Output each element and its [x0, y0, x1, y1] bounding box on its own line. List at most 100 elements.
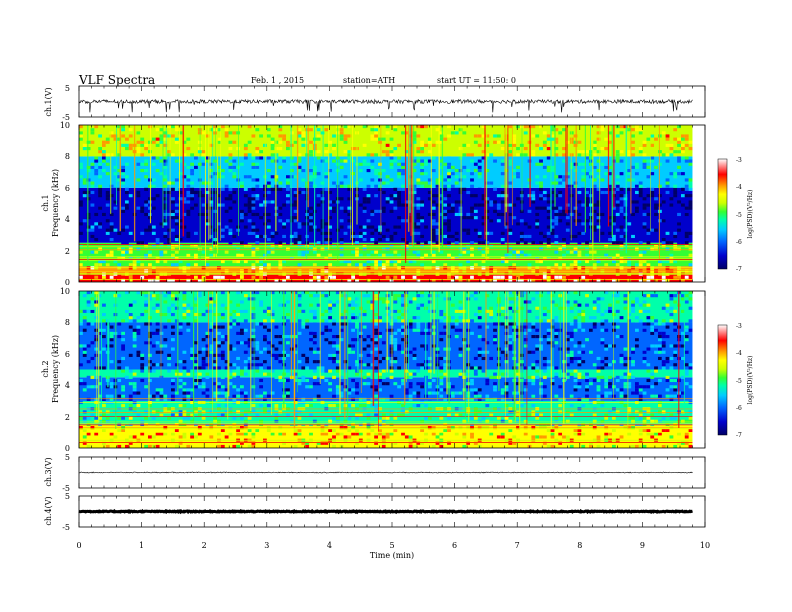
spectrogram-cell: [125, 200, 129, 204]
spectrogram-cell: [420, 172, 425, 176]
spectrogram-cell: [447, 247, 451, 251]
spectrogram-cell: [224, 372, 229, 376]
spectrogram-cell: [565, 125, 570, 129]
spectrogram-cell: [416, 382, 421, 386]
spectrogram-cell: [389, 413, 394, 417]
spectrogram-cell: [470, 435, 474, 439]
spectrogram-cell: [565, 216, 570, 220]
spectrogram-cell: [485, 181, 490, 185]
spectrogram-cell: [546, 156, 551, 160]
spectrogram-cell: [174, 350, 179, 354]
spectrogram-cell: [378, 140, 382, 144]
spectrogram-cell: [408, 247, 413, 251]
spectrogram-cell: [378, 162, 382, 166]
spectrogram-cell: [94, 172, 99, 176]
spectrogram-cell: [646, 260, 651, 264]
spectrogram-cell: [554, 134, 559, 138]
spectrogram-cell: [397, 147, 402, 151]
spectrogram-cell: [362, 159, 367, 163]
spectrogram-cell: [493, 187, 497, 191]
spectrogram-cell: [117, 137, 122, 141]
spectrogram-cell: [523, 253, 528, 257]
spectrogram-cell: [592, 228, 597, 232]
spectrogram-cell: [163, 234, 168, 239]
spectrogram-cell: [343, 388, 348, 392]
spectrogram-cell: [339, 385, 344, 389]
spectrogram-cell: [163, 388, 168, 392]
spectrogram-cell: [274, 335, 279, 339]
spectrogram-cell: [266, 194, 271, 198]
spectrogram-cell: [194, 190, 198, 195]
spectrogram-cell: [389, 194, 394, 198]
spectrogram-cell: [408, 429, 413, 433]
spectrogram-cell: [481, 222, 486, 226]
spectrogram-cell: [443, 313, 448, 317]
spectrogram-cell: [355, 363, 359, 367]
spectrogram-cell: [98, 410, 103, 414]
spectrogram-cell: [374, 375, 379, 379]
spectrogram-cell: [201, 410, 206, 414]
spectrogram-cell: [473, 291, 478, 295]
spectrogram-cell: [631, 134, 635, 138]
spectrogram-cell: [389, 278, 394, 283]
spectrogram-cell: [117, 231, 122, 235]
spectrogram-cell: [140, 410, 145, 414]
spectrogram-cell: [358, 422, 363, 427]
spectrogram-cell: [194, 291, 198, 295]
spectrogram-cell: [297, 241, 302, 245]
spectrogram-cell: [217, 331, 221, 335]
spectrogram-cell: [266, 410, 271, 414]
spectrogram-cell: [439, 338, 444, 342]
spectrogram-cell: [500, 181, 505, 185]
spectrogram-cell: [79, 125, 83, 129]
spectrogram-cell: [247, 219, 252, 223]
spectrogram-cell: [90, 228, 95, 232]
spectrogram-cell: [174, 209, 179, 213]
spectrogram-cell: [312, 247, 317, 251]
spectrogram-cell: [209, 360, 214, 364]
spectrogram-cell: [301, 366, 306, 370]
spectrogram-cell: [125, 366, 129, 370]
spectrogram-cell: [401, 172, 405, 176]
spectrogram-cell: [332, 353, 336, 357]
spectrogram-cell: [140, 131, 145, 135]
spectrogram-cell: [519, 250, 524, 254]
spectrogram-cell: [673, 275, 678, 279]
spectrogram-cell: [113, 187, 118, 191]
spectrogram-cell: [366, 344, 371, 348]
spectrogram-cell: [443, 209, 448, 213]
spectrogram-cell: [677, 159, 681, 163]
spectrogram-cell: [489, 203, 494, 207]
spectrogram-cell: [439, 341, 444, 345]
spectrogram-cell: [293, 344, 298, 348]
spectrogram-cell: [79, 162, 83, 166]
spectrogram-cell: [519, 272, 524, 276]
spectrogram-cell: [416, 150, 421, 154]
spectrogram-cell: [220, 125, 225, 129]
spectrogram-cell: [163, 413, 168, 417]
spectrogram-cell: [163, 313, 168, 317]
spectrogram-cell: [389, 335, 394, 339]
spectrogram-cell: [174, 263, 179, 267]
spectrogram-cell: [171, 278, 175, 283]
spectrogram-cell: [289, 175, 294, 179]
spectrogram-cell: [86, 147, 91, 151]
spectrogram-cell: [500, 200, 505, 204]
spectrogram-cell: [370, 331, 375, 335]
ch1-cb-tick-minus7: -7: [736, 266, 742, 273]
spectrogram-cell: [128, 197, 133, 201]
spectrogram-cell: [481, 278, 486, 283]
spectrogram-cell: [297, 134, 302, 138]
spectrogram-cell: [466, 153, 471, 157]
spectrogram-cell: [420, 216, 425, 220]
spectrogram-cell: [477, 187, 482, 191]
spectrogram-cell: [293, 190, 298, 195]
spectrogram-cell: [128, 441, 133, 445]
spectrogram-cell: [500, 372, 505, 376]
spectrogram-cell: [385, 432, 390, 436]
spectrogram-cell: [240, 341, 244, 345]
spectrogram-cell: [217, 385, 221, 389]
spectrogram-cell: [619, 150, 624, 154]
spectrogram-cell: [148, 353, 152, 357]
spectrogram-cell: [347, 156, 352, 160]
